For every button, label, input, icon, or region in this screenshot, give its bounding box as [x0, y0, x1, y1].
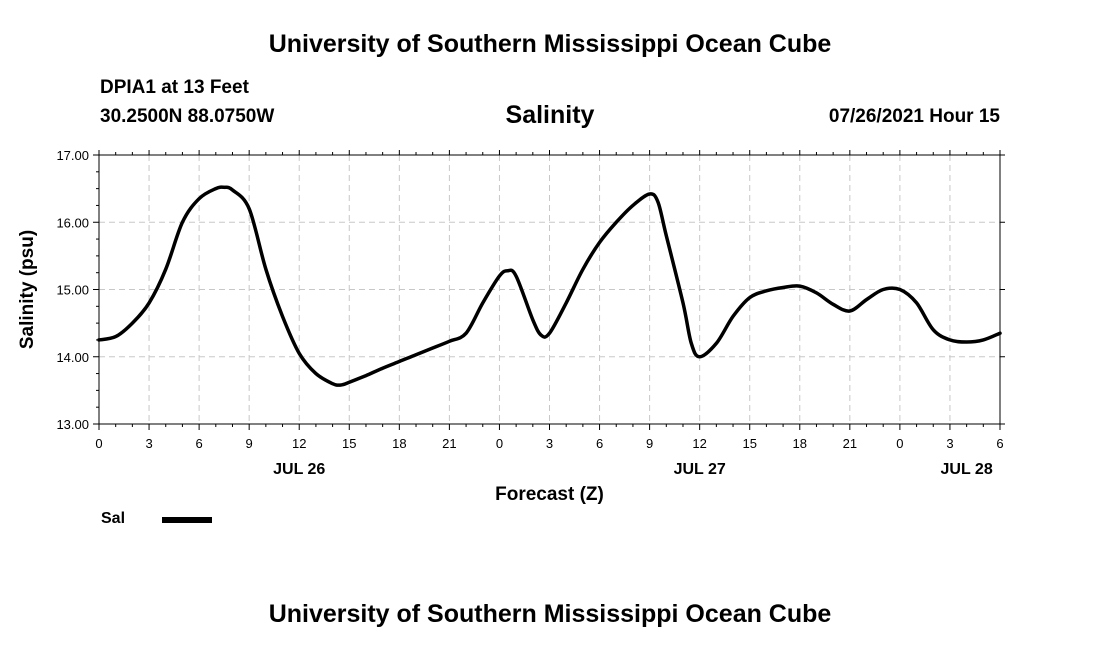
x-tick-label: 6	[596, 436, 603, 451]
x-axis-label: Forecast (Z)	[495, 484, 604, 505]
x-date-label: JUL 27	[674, 461, 726, 478]
x-tick-label: 6	[996, 436, 1003, 451]
x-tick-label: 0	[896, 436, 903, 451]
legend-line-swatch	[162, 517, 212, 523]
x-tick-label: 15	[742, 436, 756, 451]
datetime-label: 07/26/2021 Hour 15	[828, 106, 1000, 127]
x-tick-label: 21	[843, 436, 857, 451]
x-date-label: JUL 26	[273, 461, 325, 478]
x-tick-label: 18	[793, 436, 807, 451]
y-tick-label: 17.00	[56, 148, 89, 163]
x-tick-label: 12	[692, 436, 706, 451]
x-tick-label: 6	[195, 436, 202, 451]
x-tick-label: 12	[292, 436, 306, 451]
series-line-salinity	[97, 185, 1002, 387]
x-tick-label: 3	[946, 436, 953, 451]
page-title: University of Southern Mississippi Ocean…	[268, 30, 832, 58]
x-tick-label: 21	[442, 436, 456, 451]
footer-title: University of Southern Mississippi Ocean…	[268, 600, 832, 628]
x-tick-label: 9	[646, 436, 653, 451]
y-tick-label: 14.00	[56, 350, 89, 365]
x-tick-label: 0	[496, 436, 503, 451]
x-date-label: JUL 28	[941, 461, 993, 478]
chart-title: Salinity	[505, 101, 595, 129]
x-tick-label: 15	[342, 436, 356, 451]
x-tick-label: 9	[246, 436, 253, 451]
x-tick-label: 3	[546, 436, 553, 451]
y-tick-label: 13.00	[56, 417, 89, 432]
legend-label: Sal	[101, 510, 126, 527]
y-tick-label: 15.00	[56, 283, 89, 298]
x-tick-label: 0	[95, 436, 102, 451]
y-axis-label: Salinity (psu)	[17, 230, 38, 349]
coordinates-label: 30.2500N 88.0750W	[100, 106, 275, 127]
x-tick-label: 18	[392, 436, 406, 451]
y-tick-label: 16.00	[56, 215, 89, 230]
station-label: DPIA1 at 13 Feet	[100, 77, 249, 98]
x-tick-label: 3	[145, 436, 152, 451]
salinity-chart: 0 3 6 9 12 15 18 21 0 3 6 9 12 15 18 21 0 3 6 13.00 14.00 15.…	[17, 148, 1005, 505]
